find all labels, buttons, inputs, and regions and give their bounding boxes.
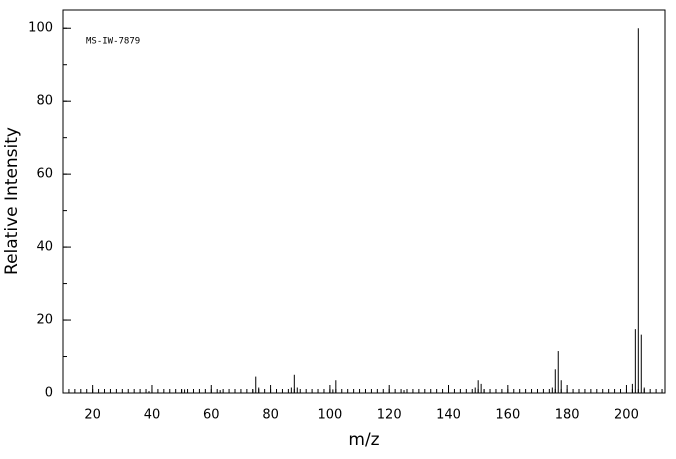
x-tick-label: 20	[84, 408, 101, 423]
y-axis-label: Relative Intensity	[2, 127, 22, 275]
x-tick-label: 60	[203, 408, 220, 423]
plot-frame	[62, 9, 666, 394]
x-tick-label: 40	[144, 408, 161, 423]
x-tick-label: 140	[436, 408, 461, 423]
y-tick-label: 20	[36, 313, 53, 328]
x-tick-label: 160	[495, 408, 520, 423]
y-tick-label: 0	[45, 386, 53, 401]
x-tick-label: 180	[555, 408, 580, 423]
y-tick-label: 100	[28, 21, 53, 36]
x-tick-label: 120	[377, 408, 402, 423]
x-axis-label: m/z	[348, 430, 379, 450]
x-tick-label: 80	[262, 408, 279, 423]
annotation: MS-IW-7879	[86, 37, 140, 47]
y-tick-label: 80	[36, 94, 53, 109]
y-tick-label: 40	[36, 240, 53, 255]
y-tick-label: 60	[36, 167, 53, 182]
x-tick-label: 100	[317, 408, 342, 423]
x-tick-label: 200	[614, 408, 639, 423]
